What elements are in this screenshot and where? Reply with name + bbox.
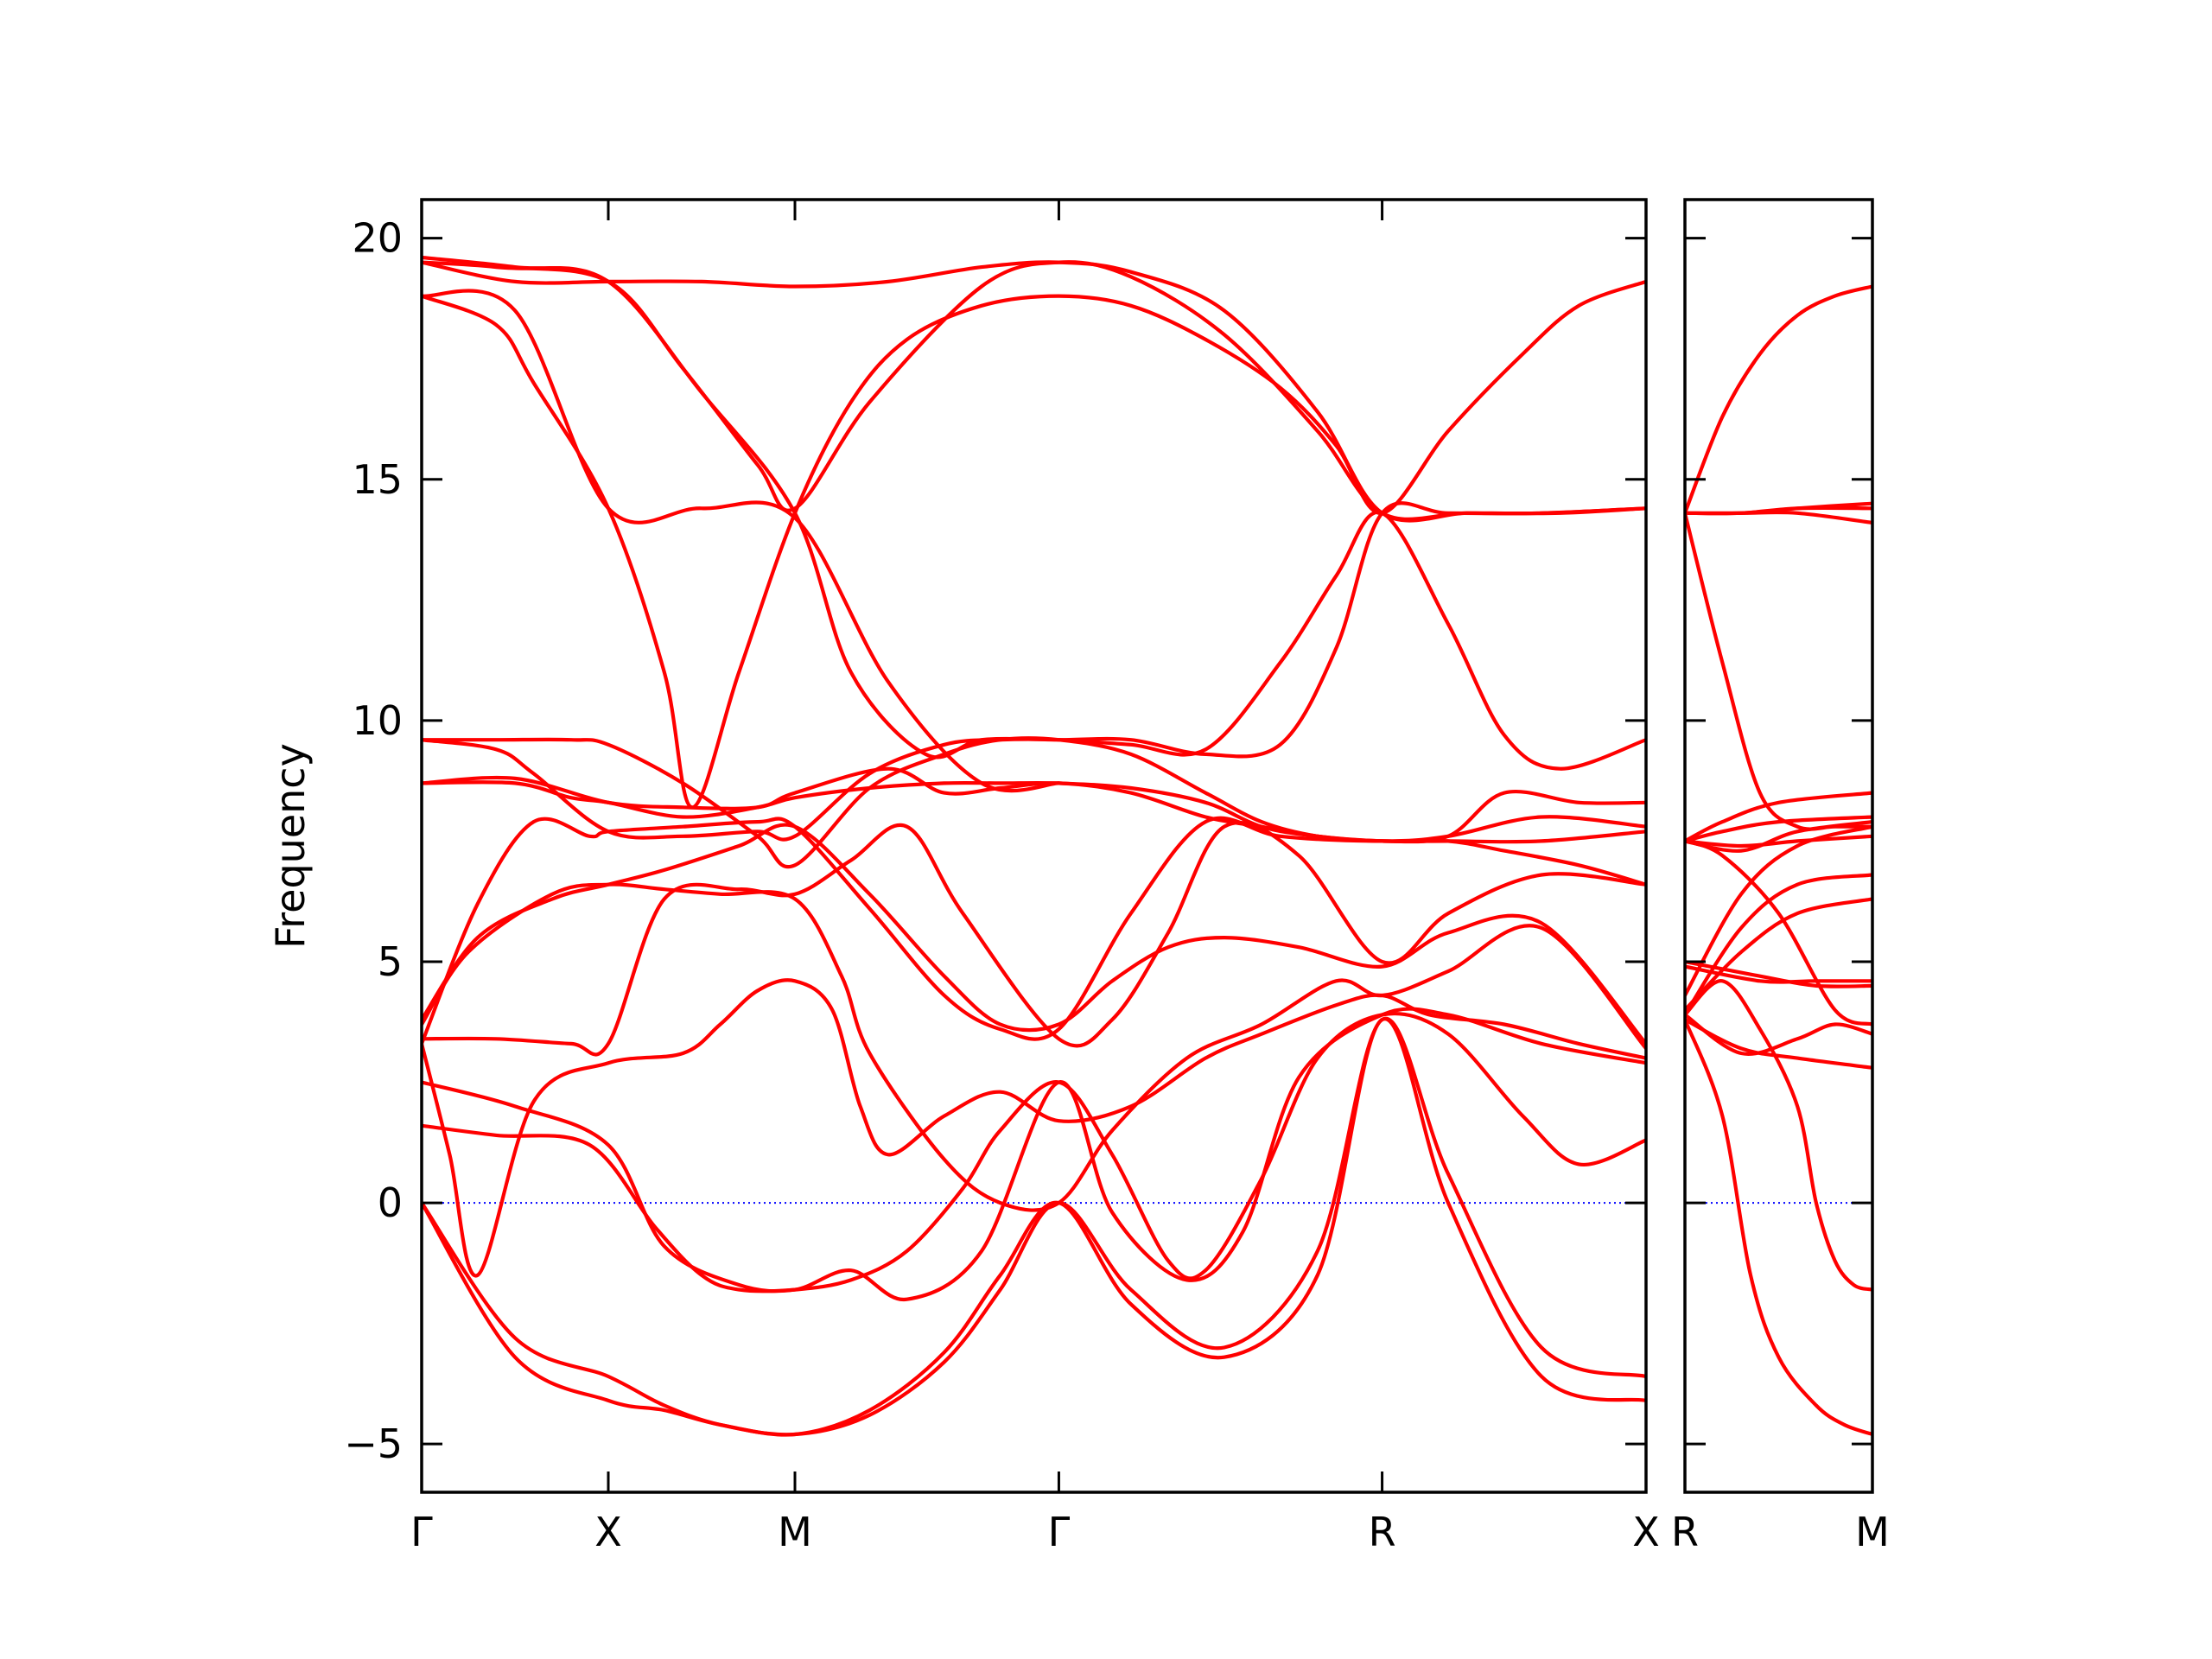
band-line-0-5 (422, 882, 1646, 1212)
plot-frame (420, 198, 1648, 1494)
band-line-0-6 (422, 823, 1646, 1046)
band-line-1-12 (1685, 791, 1872, 843)
band-line-1-1 (1685, 979, 1872, 1292)
plot-frame (1683, 198, 1874, 1494)
band-line-1-9 (1685, 834, 1872, 849)
x-tick-label: Γ (1048, 1509, 1071, 1555)
y-axis-label: Frequency (267, 743, 314, 949)
band-line-0-16 (422, 255, 1646, 760)
band-line-0-0 (422, 1016, 1646, 1437)
x-tick-label: M (778, 1509, 812, 1555)
band-line-1-6 (1685, 897, 1872, 1012)
y-tick-label: 15 (352, 456, 403, 503)
band-line-1-8 (1685, 824, 1872, 998)
band-line-0-14 (422, 260, 1646, 523)
x-tick-label: Γ (410, 1509, 433, 1555)
y-tick-label: 20 (352, 215, 403, 262)
main-panel: −5 0 5 10 15 20 Γ X M Γ R X (344, 198, 1660, 1555)
band-line-1-5 (1685, 959, 1872, 988)
band-line-0-7 (422, 820, 1646, 1057)
band-line-0-17 (422, 289, 1061, 793)
y-tick-label: 10 (352, 697, 403, 744)
band-line-0-15 (422, 260, 1646, 521)
x-tick-label: X (594, 1509, 622, 1555)
band-line-1-11 (1685, 815, 1872, 843)
band-line-0-13 (422, 279, 1646, 810)
band-line-1-7 (1685, 873, 1872, 1017)
band-line-0-11 (422, 736, 1646, 887)
band-line-1-16 (1685, 501, 1872, 516)
band-line-1-13 (1685, 839, 1872, 1027)
band-line-1-18 (1685, 284, 1872, 515)
y-tick-label: −5 (344, 1421, 403, 1467)
band-line-1-0 (1685, 1017, 1872, 1437)
band-line-1-3 (1685, 1013, 1872, 1056)
band-line-0-8 (422, 815, 1646, 1046)
y-tick-label: 5 (378, 938, 403, 985)
band-line-0-3 (422, 1007, 1646, 1301)
band-line-1-17 (1685, 511, 1872, 831)
x-tick-label: M (1855, 1509, 1890, 1555)
x-tick-label: X (1632, 1509, 1660, 1555)
y-tick-label: 0 (378, 1179, 403, 1226)
band-line-0-12 (422, 510, 1646, 842)
band-line-0-2 (422, 1011, 1646, 1294)
x-tick-label: R (1369, 1509, 1396, 1555)
x-tick-label: R (1671, 1509, 1699, 1555)
